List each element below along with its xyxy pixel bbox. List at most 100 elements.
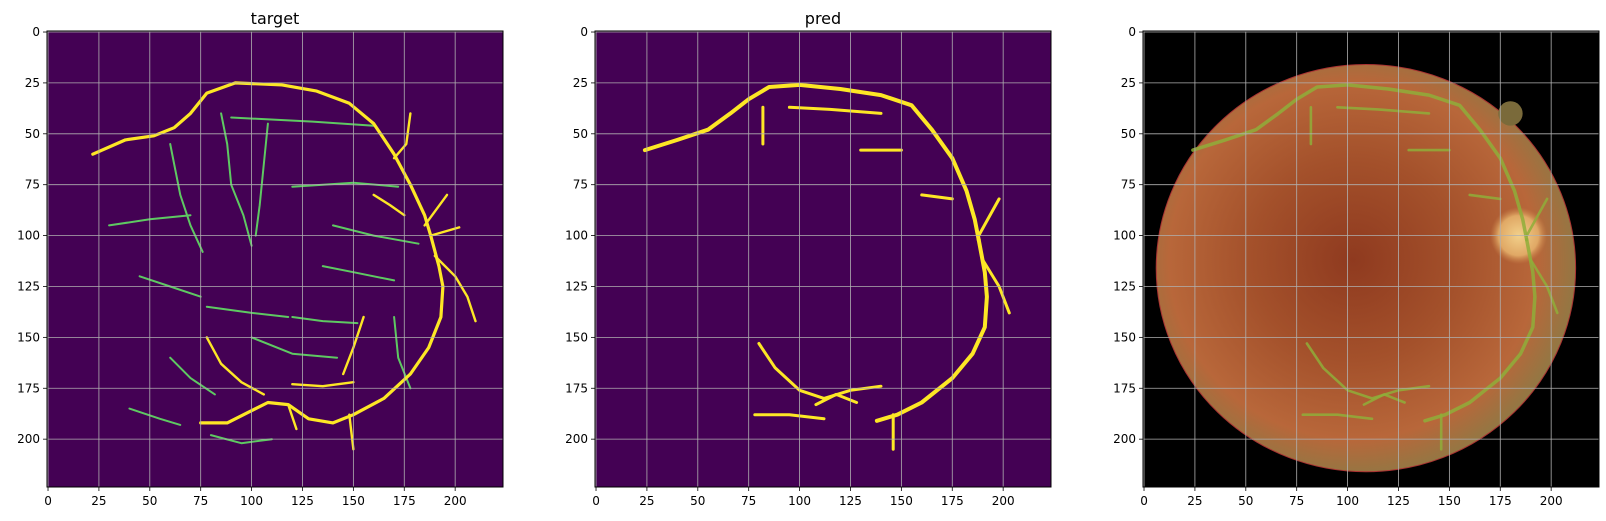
grid-overlay [1143, 31, 1599, 487]
tick-label-x-125: 125 [1387, 494, 1410, 508]
tick-label-y-75: 75 [1121, 178, 1136, 192]
tick-label-y-75: 75 [573, 178, 588, 192]
vessel-minor-12 [128, 407, 182, 426]
vessel-main-0 [91, 81, 433, 238]
vessel-pred-1 [874, 237, 989, 423]
tick-label-y-200: 200 [1113, 432, 1136, 446]
ticks-pred: 0 25 50 75 100 125 150 175 200 0 25 50 75 100 125 150 17… [565, 25, 1015, 508]
vessel-overlay-3 [1525, 197, 1549, 237]
tick-label-y-200: 200 [565, 432, 588, 446]
tick-label-x-75: 75 [193, 494, 208, 508]
vessel-overlay-5 [1362, 393, 1406, 406]
vessel-overlay-8 [1468, 193, 1502, 201]
fundus-disk [1155, 64, 1577, 473]
vessel-minor-0 [169, 143, 204, 253]
ticks-overlay: 0 25 50 75 100 125 150 175 200 0 25 50 75 100 125 150 17… [1113, 25, 1563, 508]
fundus-notch [1498, 101, 1523, 126]
tick-label-x-0: 0 [592, 494, 600, 508]
tick-label-y-50: 50 [1121, 127, 1136, 141]
tick-label-x-100: 100 [1336, 494, 1359, 508]
tick-label-y-0: 0 [1128, 25, 1136, 39]
panel-title-pred: pred [805, 9, 841, 28]
tick-label-y-0: 0 [32, 25, 40, 39]
tick-label-x-0: 0 [1140, 494, 1148, 508]
tick-label-y-175: 175 [565, 381, 588, 395]
vessels-overlay [1191, 83, 1559, 451]
vessel-overlay-1 [1423, 237, 1537, 423]
vessel-pred-5 [814, 392, 859, 407]
tick-label-y-150: 150 [1113, 330, 1136, 344]
vessel-overlay-9 [1336, 106, 1431, 115]
tick-label-x-125: 125 [291, 494, 314, 508]
tick-label-y-150: 150 [565, 330, 588, 344]
tick-label-x-175: 175 [1489, 494, 1512, 508]
tick-label-y-125: 125 [1113, 279, 1136, 293]
vessel-main-4 [348, 413, 355, 451]
tick-label-x-175: 175 [393, 494, 416, 508]
axes-frame-overlay [1142, 30, 1600, 488]
tick-label-x-0: 0 [44, 494, 52, 508]
tick-label-x-50: 50 [142, 494, 157, 508]
image-background-target [47, 31, 503, 487]
tick-label-y-200: 200 [17, 432, 40, 446]
panel-target: target 0 25 50 75 100 125 150 175 200 0 25 50 75 100 1… [17, 9, 504, 508]
vessel-overlay-6 [1301, 413, 1374, 421]
tick-label-y-0: 0 [580, 25, 588, 39]
tick-label-y-175: 175 [17, 381, 40, 395]
vessel-minor-13 [209, 434, 273, 445]
tick-label-x-75: 75 [1289, 494, 1304, 508]
tick-label-y-25: 25 [573, 76, 588, 90]
vessel-main-8 [372, 193, 406, 217]
tick-label-y-100: 100 [1113, 229, 1136, 243]
vessel-pred-0 [642, 82, 981, 242]
ticks-target: 0 25 50 75 100 125 150 175 200 0 25 50 75 100 125 150 17… [17, 25, 467, 508]
tick-label-x-50: 50 [690, 494, 705, 508]
vessel-minor-14 [169, 356, 216, 396]
axes-frame-target [46, 30, 504, 488]
vessel-pred-9 [787, 105, 883, 115]
tick-label-y-50: 50 [573, 127, 588, 141]
tick-label-x-125: 125 [839, 494, 862, 508]
tick-label-x-50: 50 [1238, 494, 1253, 508]
tick-label-x-200: 200 [1540, 494, 1563, 508]
tick-label-x-150: 150 [1438, 494, 1461, 508]
tick-label-y-25: 25 [1121, 76, 1136, 90]
tick-label-x-25: 25 [91, 494, 106, 508]
vessel-minor-11 [250, 336, 339, 359]
tick-label-y-125: 125 [565, 279, 588, 293]
panel-title-target: target [251, 9, 300, 28]
vessel-pred-3 [977, 197, 1001, 238]
tick-label-y-50: 50 [25, 127, 40, 141]
tick-label-x-150: 150 [342, 494, 365, 508]
image-background-pred [595, 31, 1051, 487]
tick-label-x-150: 150 [890, 494, 913, 508]
tick-label-y-150: 150 [17, 330, 40, 344]
vessel-overlay-4 [1305, 342, 1431, 400]
tick-label-x-25: 25 [1187, 494, 1202, 508]
panel-overlay: 0 25 50 75 100 125 150 175 200 0 25 50 75 100 125 150 17… [1113, 25, 1600, 508]
grid-target [47, 31, 503, 487]
vessel-overlay-0 [1191, 83, 1529, 242]
tick-label-y-100: 100 [17, 229, 40, 243]
tick-label-y-75: 75 [25, 178, 40, 192]
vessel-pred-4 [757, 342, 883, 400]
vessel-pred-8 [920, 193, 954, 201]
grid-pred [595, 31, 1051, 487]
vessel-main-11 [392, 112, 412, 160]
tick-label-x-75: 75 [741, 494, 756, 508]
tick-label-x-100: 100 [788, 494, 811, 508]
tick-label-x-100: 100 [240, 494, 263, 508]
tick-label-x-25: 25 [639, 494, 654, 508]
panel-pred: pred 0 25 50 75 100 125 150 175 200 0 25 50 75 100 125… [565, 9, 1052, 508]
tick-label-y-100: 100 [565, 229, 588, 243]
tick-label-y-25: 25 [25, 76, 40, 90]
vessel-main-3 [287, 403, 298, 431]
tick-label-y-125: 125 [17, 279, 40, 293]
tick-label-x-200: 200 [444, 494, 467, 508]
vessel-main-9 [423, 193, 449, 227]
tick-label-x-175: 175 [941, 494, 964, 508]
axes-frame-pred [594, 30, 1052, 488]
tick-label-y-175: 175 [1113, 381, 1136, 395]
vessel-main-10 [429, 226, 461, 237]
